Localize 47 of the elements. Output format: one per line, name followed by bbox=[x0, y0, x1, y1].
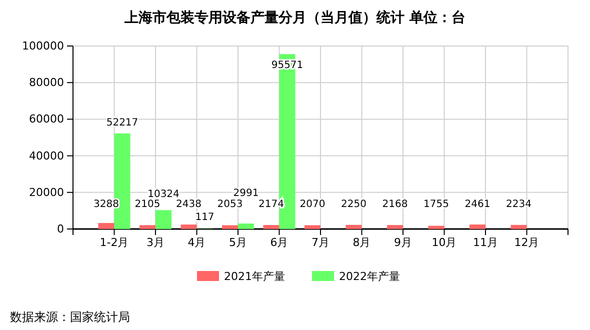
source-note: 数据来源：国家统计局 bbox=[10, 310, 130, 324]
data-label: 2234 bbox=[506, 199, 532, 210]
data-label: 52217 bbox=[106, 117, 138, 128]
bar bbox=[222, 225, 238, 229]
x-tick-label: 5月 bbox=[229, 236, 247, 249]
bar bbox=[470, 224, 486, 229]
x-tick-label: 1-2月 bbox=[100, 236, 129, 249]
bar bbox=[510, 224, 527, 229]
x-tick-label: 10月 bbox=[432, 236, 457, 249]
x-tick-label: 9月 bbox=[394, 236, 412, 249]
x-tick-label: 12月 bbox=[514, 236, 540, 249]
bar bbox=[263, 225, 280, 229]
x-tick-label: 3月 bbox=[146, 236, 164, 249]
y-tick-label: 20000 bbox=[29, 186, 64, 199]
bar bbox=[387, 225, 403, 229]
y-tick-label: 40000 bbox=[29, 149, 64, 162]
legend-label: 2021年产量 bbox=[224, 270, 285, 283]
x-tick-label: 8月 bbox=[352, 236, 371, 249]
bar bbox=[180, 224, 197, 229]
y-tick-label: 0 bbox=[57, 222, 64, 236]
data-label: 2053 bbox=[217, 199, 243, 210]
y-tick-label: 80000 bbox=[29, 76, 64, 90]
data-label: 10324 bbox=[148, 189, 180, 200]
data-label: 2461 bbox=[464, 199, 490, 210]
legend-label: 2022年产量 bbox=[339, 270, 400, 283]
data-label: 1755 bbox=[424, 199, 449, 210]
data-label: 117 bbox=[195, 212, 214, 223]
bar bbox=[238, 224, 254, 229]
data-label: 2168 bbox=[382, 199, 408, 210]
x-tick-label: 11月 bbox=[473, 236, 498, 249]
chart-title: 上海市包装专用设备产量分月（当月值）统计 单位：台 bbox=[124, 9, 466, 26]
y-tick-label: 100000 bbox=[22, 40, 64, 53]
bar bbox=[156, 210, 172, 229]
y-tick-label: 60000 bbox=[29, 112, 64, 126]
data-label: 2438 bbox=[176, 199, 202, 210]
data-label: 2250 bbox=[341, 199, 366, 210]
bar bbox=[98, 222, 114, 229]
x-tick-label: 4月 bbox=[188, 236, 206, 249]
x-tick-label: 6月 bbox=[270, 236, 288, 249]
data-label: 2991 bbox=[233, 188, 259, 199]
data-label: 2070 bbox=[300, 199, 326, 210]
x-tick-label: 7月 bbox=[312, 236, 330, 249]
bar bbox=[140, 225, 156, 229]
bar bbox=[304, 225, 320, 229]
bar bbox=[346, 224, 362, 229]
data-label: 2105 bbox=[134, 199, 160, 210]
bar bbox=[428, 226, 444, 229]
